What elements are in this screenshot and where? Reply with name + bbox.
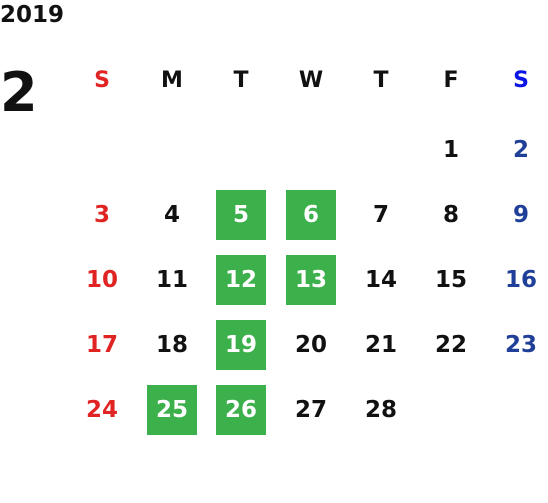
- weekday-header: T: [373, 67, 389, 93]
- day: 28: [364, 397, 397, 423]
- highlighted-day: 19: [216, 320, 266, 370]
- month: 2: [0, 61, 38, 124]
- day: 17: [85, 332, 118, 358]
- day: 15: [434, 267, 467, 293]
- highlighted-day: 13: [286, 255, 336, 305]
- day: 10: [85, 267, 118, 293]
- highlighted-day: 6: [286, 190, 336, 240]
- day: 22: [434, 332, 467, 358]
- day: 18: [155, 332, 188, 358]
- weekday-header: M: [161, 67, 183, 93]
- highlighted-day: 25: [147, 385, 197, 435]
- day: 21: [364, 332, 397, 358]
- day: 16: [504, 267, 537, 293]
- day: 8: [442, 202, 459, 228]
- day: 4: [163, 202, 180, 228]
- day: 23: [504, 332, 537, 358]
- weekday-header: S: [94, 67, 110, 93]
- day: 24: [85, 397, 118, 423]
- day: 3: [93, 202, 110, 228]
- day: 14: [364, 267, 397, 293]
- highlighted-day: 12: [216, 255, 266, 305]
- highlighted-day: 5: [216, 190, 266, 240]
- weekday-header: F: [443, 67, 459, 93]
- day: 9: [512, 202, 529, 228]
- day: 1: [442, 137, 459, 163]
- weekday-header: T: [233, 67, 249, 93]
- day: 11: [155, 267, 188, 293]
- weekday-header: S: [513, 67, 529, 93]
- day: 2: [512, 137, 529, 163]
- day: 27: [294, 397, 327, 423]
- year: 2019: [0, 2, 65, 28]
- weekday-header: W: [298, 67, 324, 93]
- highlighted-day: 26: [216, 385, 266, 435]
- day: 20: [294, 332, 327, 358]
- day: 7: [372, 202, 389, 228]
